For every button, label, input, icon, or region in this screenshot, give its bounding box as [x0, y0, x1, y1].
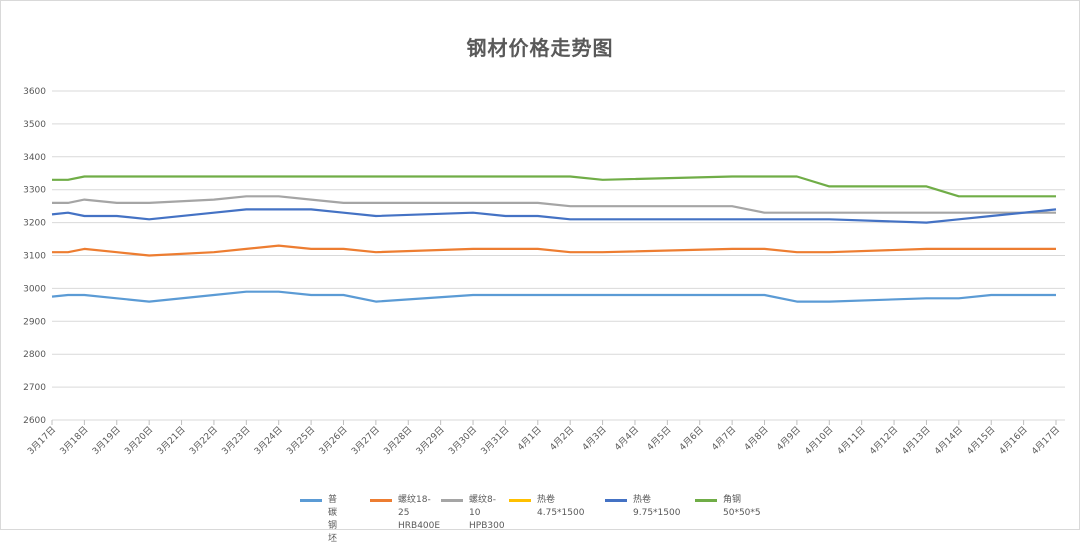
x-tick-label: 3月27日 — [349, 424, 382, 457]
x-tick-label: 3月23日 — [220, 424, 253, 457]
y-tick-label: 3200 — [23, 219, 46, 229]
x-tick-label: 4月12日 — [868, 424, 901, 457]
x-tick-label: 4月8日 — [742, 424, 771, 453]
legend-swatch — [370, 499, 392, 502]
x-tick-label: 3月20日 — [123, 424, 156, 457]
legend-label: 热卷9.75*1500 — [633, 495, 681, 518]
legend-label: 螺纹18-25 HRB400E — [398, 495, 441, 531]
x-tick-label: 4月7日 — [710, 424, 739, 453]
x-tick-label: 4月9日 — [774, 424, 803, 453]
x-tick-label: 3月22日 — [187, 424, 220, 457]
x-tick-label: 4月2日 — [548, 424, 577, 453]
x-tick-label: 3月31日 — [479, 424, 512, 457]
y-tick-label: 3500 — [23, 120, 46, 130]
legend-swatch — [300, 499, 322, 502]
x-tick-label: 3月18日 — [58, 424, 91, 457]
x-tick-label: 4月3日 — [580, 424, 609, 453]
series-line — [52, 195, 1056, 214]
x-tick-label: 4月6日 — [677, 424, 706, 453]
legend-swatch — [441, 499, 463, 502]
y-tick-label: 2600 — [23, 416, 46, 426]
x-tick-label: 4月11日 — [835, 424, 868, 457]
x-tick-label: 3月19日 — [90, 424, 123, 457]
y-tick-label: 3400 — [23, 153, 46, 163]
x-tick-label: 4月13日 — [900, 424, 933, 457]
y-tick-label: 2800 — [23, 350, 46, 360]
x-tick-label: 3月26日 — [317, 424, 350, 457]
series-line — [51, 208, 1057, 224]
x-tick-label: 4月14日 — [932, 424, 965, 457]
x-tick-label: 3月30日 — [446, 424, 479, 457]
x-tick-label: 4月15日 — [965, 424, 998, 457]
y-tick-label: 2900 — [23, 317, 46, 327]
x-tick-label: 4月5日 — [645, 424, 674, 453]
y-tick-label: 2700 — [23, 383, 46, 393]
x-tick-label: 4月1日 — [515, 424, 544, 453]
series-line — [52, 244, 1056, 257]
series-line — [51, 290, 1056, 303]
x-tick-label: 4月10日 — [803, 424, 836, 457]
x-tick-label: 3月17日 — [25, 424, 58, 457]
chart-frame — [0, 0, 1080, 530]
series-line — [52, 175, 1056, 198]
legend-swatch — [695, 499, 717, 502]
y-tick-label: 3600 — [23, 87, 46, 97]
legend-swatch — [605, 499, 627, 502]
legend-label: 热卷4.75*1500 — [537, 495, 585, 518]
x-tick-label: 3月28日 — [382, 424, 415, 457]
x-tick-label: 4月4日 — [612, 424, 641, 453]
chart-legend: 普碳钢坯 螺纹18-25 HRB400E 螺纹8-10 HPB300 热卷4.75*1… — [0, 494, 1080, 544]
x-tick-label: 3月29日 — [414, 424, 447, 457]
x-tick-label: 4月17日 — [1029, 424, 1062, 457]
chart-title: 钢材价格走势图 — [466, 36, 614, 60]
y-tick-label: 3000 — [23, 284, 46, 294]
y-tick-label: 3300 — [23, 186, 46, 196]
line-chart: 2600 2700 2800 2900 3000 3100 3200 3300 3400 3500… — [23, 87, 1065, 457]
legend-swatch — [509, 499, 531, 502]
legend-label: 螺纹8-10 HPB300 — [469, 495, 505, 531]
legend-label: 普碳钢坯 — [328, 495, 338, 544]
y-tick-label: 3100 — [23, 252, 46, 262]
x-tick-label: 3月24日 — [252, 424, 285, 457]
legend-label: 角钢50*50*5 — [723, 495, 761, 518]
x-tick-label: 3月21日 — [155, 424, 188, 457]
x-tick-label: 3月25日 — [285, 424, 318, 457]
x-tick-label: 4月16日 — [997, 424, 1030, 457]
